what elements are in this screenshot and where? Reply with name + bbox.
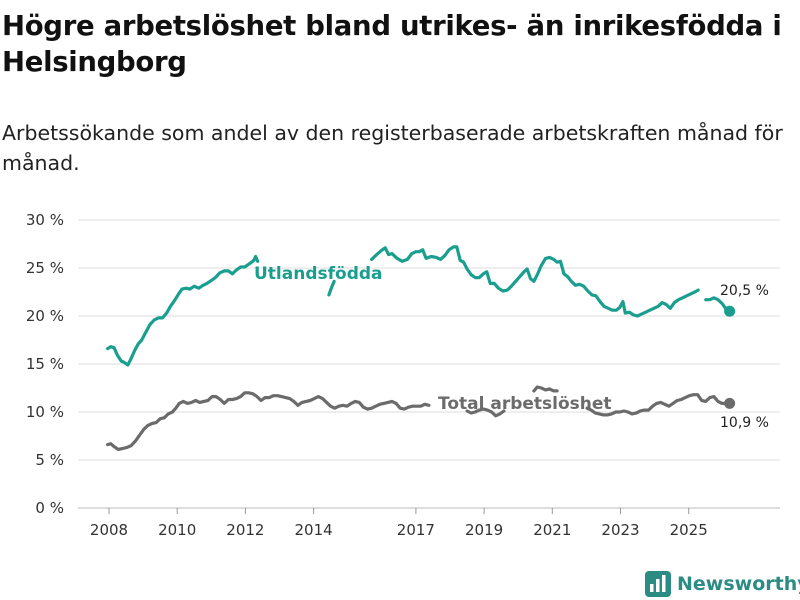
newsworthy-logo-icon	[645, 571, 671, 597]
y-tick-label: 0 %	[35, 499, 64, 517]
series-label-total: Total arbetslöshet	[438, 394, 612, 414]
gridlines: 0 % 5 % 10 % 15 % 20 % 25 % 30 %	[26, 211, 780, 517]
y-tick-label: 10 %	[26, 403, 64, 421]
series-line-total	[585, 393, 732, 417]
x-tick-label: 2021	[533, 521, 571, 539]
x-axis: 2008 2010 2012 2014 2017 2019 2021 2023 2025	[90, 508, 708, 539]
end-label-utlandsfodda: 20,5 %	[720, 283, 769, 299]
x-tick-label: 2017	[397, 521, 435, 539]
y-tick-label: 25 %	[26, 259, 64, 277]
newsworthy-logo: Newsworthy	[645, 569, 800, 599]
end-point-utlandsfodda	[724, 305, 736, 317]
series-line-total	[532, 385, 559, 393]
y-tick-label: 15 %	[26, 355, 64, 373]
x-tick-label: 2025	[670, 521, 708, 539]
series-labels: Utlandsfödda Total arbetslöshet 20,5 % 1…	[254, 264, 769, 431]
newsworthy-logo-text: Newsworthy	[677, 573, 800, 595]
y-tick-label: 20 %	[26, 307, 64, 325]
end-label-total: 10,9 %	[720, 415, 769, 431]
x-tick-label: 2010	[158, 521, 196, 539]
series-lines	[106, 245, 736, 451]
series-line-utlandsfodda	[327, 279, 336, 297]
x-tick-label: 2019	[465, 521, 503, 539]
series-line-total	[465, 407, 506, 418]
x-tick-label: 2014	[295, 521, 333, 539]
chart-title: Högre arbetslöshet bland utrikes- än inr…	[2, 10, 782, 78]
series-line-total	[106, 391, 431, 451]
series-label-utlandsfodda: Utlandsfödda	[254, 264, 383, 284]
series-line-utlandsfodda	[106, 254, 260, 367]
y-tick-label: 30 %	[26, 211, 64, 229]
x-tick-label: 2008	[90, 521, 128, 539]
end-point-total	[724, 397, 736, 409]
x-tick-label: 2012	[226, 521, 264, 539]
series-line-utlandsfodda	[370, 245, 700, 318]
y-tick-label: 5 %	[35, 451, 64, 469]
chart-subtitle: Arbetssökande som andel av den registerb…	[2, 121, 783, 175]
x-tick-label: 2023	[601, 521, 639, 539]
